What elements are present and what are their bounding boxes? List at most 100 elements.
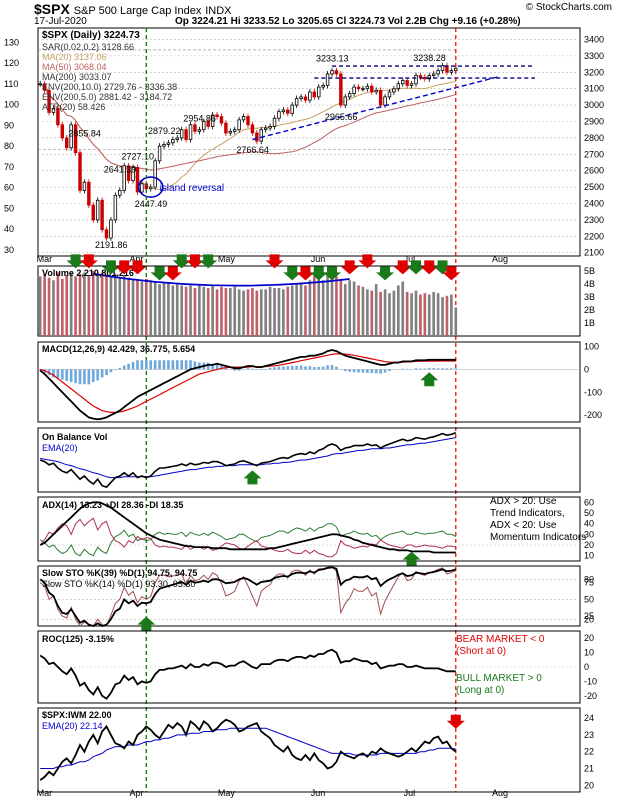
adx-tick: 40 bbox=[584, 519, 594, 529]
price-candle-body bbox=[414, 75, 418, 85]
macd-line bbox=[39, 349, 456, 421]
price-tick: 2100 bbox=[584, 248, 604, 258]
volume-bar bbox=[153, 281, 157, 336]
macd-histogram-bar bbox=[317, 366, 321, 370]
volume-bar bbox=[162, 282, 166, 336]
price-annotation: 2191.86 bbox=[95, 240, 128, 250]
price-candle-body bbox=[149, 186, 153, 190]
macd-histogram-bar bbox=[87, 369, 91, 385]
macd-histogram-bar bbox=[290, 366, 294, 370]
volume-signal-arrow bbox=[309, 266, 328, 281]
volume-signal-arrow bbox=[433, 260, 452, 275]
price-candle-body bbox=[157, 145, 162, 162]
macd-histogram-bar bbox=[153, 360, 157, 370]
volume-bar bbox=[167, 282, 170, 336]
price-candle-body bbox=[65, 137, 69, 149]
volume-bar bbox=[405, 291, 409, 336]
roc-bull-label: BULL MARKET > 0 bbox=[456, 673, 542, 684]
volume-signal-arrow bbox=[172, 254, 191, 269]
volume-bar bbox=[202, 286, 206, 336]
island-reversal-label: island reversal bbox=[160, 183, 224, 194]
macd-histogram-bar bbox=[83, 369, 86, 385]
price-candle-body bbox=[268, 126, 272, 129]
price-left-tick: 100 bbox=[4, 100, 19, 110]
macd-histogram-bar bbox=[432, 368, 436, 370]
adx-tick: 20 bbox=[584, 540, 594, 550]
price-candle-body bbox=[436, 70, 440, 75]
volume-bar bbox=[295, 284, 298, 336]
price-candle-body bbox=[38, 83, 42, 86]
price-candle-body bbox=[113, 194, 118, 221]
volume-bar bbox=[220, 286, 223, 336]
price-left-tick: 70 bbox=[4, 162, 14, 172]
price-candle-body bbox=[339, 73, 343, 106]
price-candle-body bbox=[303, 96, 308, 101]
price-candle-body bbox=[219, 116, 224, 124]
adx-annotation: Momentum Indicators bbox=[490, 532, 586, 543]
price-candle-body bbox=[277, 111, 281, 119]
stoch-tick: 20 bbox=[584, 614, 594, 624]
macd-histogram-bar bbox=[52, 369, 55, 378]
price-candle-body bbox=[401, 80, 405, 85]
price-tick: 2700 bbox=[584, 149, 604, 159]
price-candle-body bbox=[47, 89, 51, 113]
volume-bar bbox=[383, 289, 387, 336]
macd-histogram-bar bbox=[109, 369, 113, 373]
volume-bar bbox=[127, 277, 130, 336]
price-candle-body bbox=[202, 121, 206, 131]
volume-bar bbox=[264, 289, 268, 336]
macd-histogram-bar bbox=[149, 360, 153, 370]
volume-bar bbox=[105, 275, 108, 336]
price-candle-body bbox=[361, 88, 365, 91]
price-tick: 2200 bbox=[584, 231, 604, 241]
macd-histogram-bar bbox=[388, 369, 391, 372]
macd-histogram-bar bbox=[162, 360, 166, 370]
price-candle-body bbox=[224, 122, 228, 134]
volume-bar bbox=[339, 278, 343, 336]
volume-bar bbox=[242, 290, 245, 336]
price-candle-body bbox=[233, 129, 237, 132]
volume-signal-arrow bbox=[115, 260, 134, 275]
macd-histogram-bar bbox=[184, 360, 188, 370]
ratio-tick: 24 bbox=[584, 713, 594, 723]
volume-bar bbox=[259, 289, 263, 336]
price-candle-body bbox=[281, 109, 286, 113]
price-legend-item: ENV(200,10.0) 2729.76 - 3336.38 bbox=[42, 82, 177, 92]
stoch-k39-line bbox=[39, 566, 457, 627]
macd-tick: -100 bbox=[584, 387, 602, 397]
volume-bar bbox=[206, 288, 210, 336]
macd-histogram-bar bbox=[361, 369, 365, 373]
volume-signal-arrow bbox=[265, 254, 284, 269]
volume-bar bbox=[171, 285, 175, 336]
volume-bar bbox=[361, 286, 365, 336]
price-left-tick: 40 bbox=[4, 224, 14, 234]
price-candle-body bbox=[396, 83, 401, 90]
volume-bar bbox=[100, 272, 104, 336]
price-candle-body bbox=[210, 114, 215, 127]
volume-bar bbox=[396, 285, 400, 336]
price-candle-body bbox=[228, 130, 233, 134]
volume-bar bbox=[321, 280, 325, 336]
price-candle-body bbox=[334, 70, 339, 75]
month-label-bottom: Aug bbox=[492, 788, 508, 798]
macd-histogram-bar bbox=[158, 360, 161, 370]
macd-histogram-bar bbox=[445, 368, 449, 370]
price-candle-body bbox=[352, 86, 356, 95]
volume-bar bbox=[215, 289, 219, 336]
price-candle-body bbox=[69, 124, 73, 149]
month-label-bottom: May bbox=[218, 788, 236, 798]
price-candle-body bbox=[431, 73, 436, 76]
volume-bar bbox=[427, 294, 431, 336]
price-candle-body bbox=[184, 129, 188, 140]
volume-signal-arrow bbox=[199, 254, 218, 269]
price-candle-body bbox=[162, 144, 166, 147]
price-candle-body bbox=[206, 121, 210, 127]
ratio-line bbox=[39, 718, 457, 781]
price-tick: 2400 bbox=[584, 199, 604, 209]
volume-signal-arrow bbox=[79, 254, 98, 269]
volume-bar bbox=[78, 273, 82, 336]
macd-histogram-bar bbox=[308, 366, 312, 370]
symbol-title: $SPX S&P 500 Large Cap Index INDX bbox=[34, 1, 232, 17]
volume-bar bbox=[370, 290, 374, 336]
price-left-tick: 110 bbox=[4, 79, 18, 89]
